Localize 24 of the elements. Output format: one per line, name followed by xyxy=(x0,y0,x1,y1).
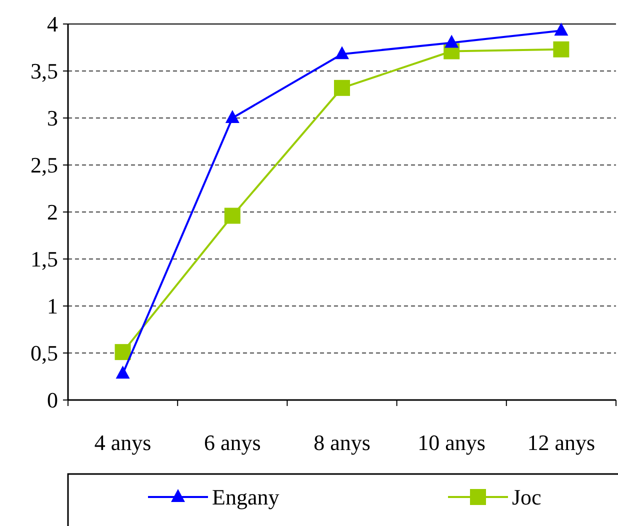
point xyxy=(335,46,349,60)
point xyxy=(444,34,459,48)
y-tick-label: 1 xyxy=(47,294,58,319)
x-tick-label: 12 anys xyxy=(527,430,596,455)
point xyxy=(224,208,240,224)
legend-label: Joc xyxy=(512,484,542,510)
x-tick-label: 4 anys xyxy=(94,430,152,455)
y-tick-label: 1,5 xyxy=(30,246,58,272)
point xyxy=(334,80,350,96)
point xyxy=(553,41,570,58)
x-tick-label: 10 anys xyxy=(418,430,486,455)
y-tick-label: 4 xyxy=(47,12,58,37)
y-tick-label: 0 xyxy=(47,388,58,413)
x-tick-label: 8 anys xyxy=(314,430,370,455)
y-tick-label: 3 xyxy=(47,106,58,131)
y-tick-label: 2,5 xyxy=(30,152,58,178)
x-tick-label: 6 anys xyxy=(204,430,261,455)
y-tick-label: 2 xyxy=(47,200,58,225)
point xyxy=(114,344,131,360)
y-tick-label: 0,5 xyxy=(30,340,58,366)
legend-label: Engany xyxy=(212,484,280,510)
point xyxy=(225,110,240,123)
point xyxy=(554,22,568,36)
y-tick-label: 3,5 xyxy=(30,58,58,84)
